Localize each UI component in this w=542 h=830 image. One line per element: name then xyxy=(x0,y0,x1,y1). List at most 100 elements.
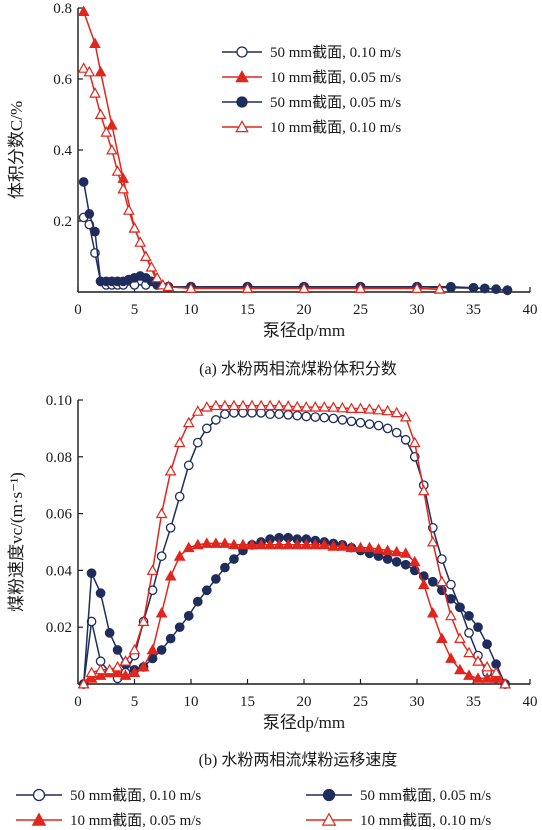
data-point xyxy=(435,575,448,587)
data-point xyxy=(481,672,493,683)
y-tick-label: 0.08 xyxy=(46,450,72,466)
data-point xyxy=(104,628,115,638)
y-tick-label: 0.2 xyxy=(53,214,72,230)
data-point xyxy=(354,541,367,553)
legend-item: 10 mm截面, 0.10 m/s xyxy=(306,812,491,829)
data-point xyxy=(192,596,203,607)
x-tick-label: 15 xyxy=(240,302,255,318)
legend-item: 50 mm截面, 0.10 m/s xyxy=(222,44,401,61)
legend-marker xyxy=(236,46,248,58)
legend-label: 50 mm截面, 0.05 m/s xyxy=(270,94,401,111)
data-point xyxy=(435,632,448,644)
x-tick-label: 10 xyxy=(184,302,199,318)
data-point xyxy=(117,182,130,194)
data-point xyxy=(346,416,357,427)
data-point xyxy=(191,405,204,416)
data-point xyxy=(220,409,230,420)
data-point xyxy=(363,541,376,553)
data-point xyxy=(337,415,348,425)
legend-label: 50 mm截面, 0.10 m/s xyxy=(270,44,401,61)
legend-marker xyxy=(236,96,248,108)
data-point xyxy=(327,401,340,412)
data-point xyxy=(300,401,313,412)
x-axis-title: 泵径dp/mm xyxy=(263,713,345,732)
data-point xyxy=(237,399,249,411)
data-point xyxy=(454,663,466,675)
data-point xyxy=(103,663,116,675)
data-point xyxy=(173,436,186,448)
data-point xyxy=(209,537,222,548)
data-point xyxy=(100,126,113,137)
data-point xyxy=(119,669,132,680)
data-point xyxy=(229,554,239,564)
data-point xyxy=(328,413,339,424)
y-axis-title: 煤粉速度vc/(m·s⁻¹) xyxy=(7,472,26,612)
data-point xyxy=(291,400,304,412)
data-point xyxy=(156,551,167,562)
data-point xyxy=(165,633,176,644)
data-point xyxy=(182,541,195,553)
data-point xyxy=(201,585,212,596)
data-point xyxy=(455,602,465,613)
data-point xyxy=(273,538,286,550)
x-tick-label: 25 xyxy=(353,694,368,710)
data-point xyxy=(122,204,135,215)
data-point xyxy=(319,412,330,423)
data-point xyxy=(151,271,163,283)
y-tick-label: 0.06 xyxy=(46,507,73,523)
data-point xyxy=(209,399,222,411)
data-point xyxy=(89,87,101,98)
data-point xyxy=(119,655,132,666)
data-point xyxy=(381,544,394,556)
x-tick-label: 5 xyxy=(131,694,139,710)
y-tick-label: 0.04 xyxy=(46,563,73,579)
data-point xyxy=(94,669,107,680)
series-4 xyxy=(77,399,512,689)
y-axis-title: 体积分数C/% xyxy=(7,101,26,199)
data-point xyxy=(298,282,310,293)
data-point xyxy=(400,434,411,445)
data-point xyxy=(318,538,331,550)
data-point xyxy=(283,409,294,420)
data-point xyxy=(345,402,358,413)
data-point xyxy=(300,538,313,550)
data-point xyxy=(273,399,286,411)
data-point xyxy=(491,284,501,295)
legend-item: 10 mm截面, 0.05 m/s xyxy=(16,812,201,829)
y-tick-label: 0.10 xyxy=(46,393,72,409)
data-point xyxy=(173,550,186,561)
data-point xyxy=(399,547,412,558)
data-point xyxy=(426,606,439,618)
legend-marker xyxy=(321,812,337,826)
x-tick-label: 0 xyxy=(74,694,82,710)
data-point xyxy=(164,570,177,581)
data-point xyxy=(355,417,366,428)
legend-label: 50 mm截面, 0.05 m/s xyxy=(360,787,491,804)
data-point xyxy=(219,537,231,548)
data-point xyxy=(111,660,124,672)
data-point xyxy=(146,643,159,655)
legend-label: 10 mm截面, 0.05 m/s xyxy=(270,69,401,86)
data-point xyxy=(77,5,90,16)
data-point xyxy=(437,554,447,564)
data-point xyxy=(174,491,185,502)
legend-item: 50 mm截面, 0.05 m/s xyxy=(306,787,491,804)
data-point xyxy=(77,62,90,73)
data-point xyxy=(128,222,141,233)
data-point xyxy=(211,415,221,425)
legend-item: 50 mm截面, 0.05 m/s xyxy=(222,94,401,111)
data-point xyxy=(201,423,212,434)
data-point xyxy=(400,559,411,570)
legend-item: 10 mm截面, 0.10 m/s xyxy=(222,119,401,136)
data-point xyxy=(433,283,446,294)
x-tick-label: 30 xyxy=(410,302,425,318)
x-tick-label: 35 xyxy=(466,302,481,318)
series-3 xyxy=(77,537,512,689)
legend-label: 10 mm截面, 0.05 m/s xyxy=(70,812,201,829)
data-point xyxy=(90,226,100,237)
data-point xyxy=(86,568,97,579)
data-point xyxy=(336,401,349,413)
data-point xyxy=(318,401,331,412)
data-point xyxy=(381,404,394,416)
